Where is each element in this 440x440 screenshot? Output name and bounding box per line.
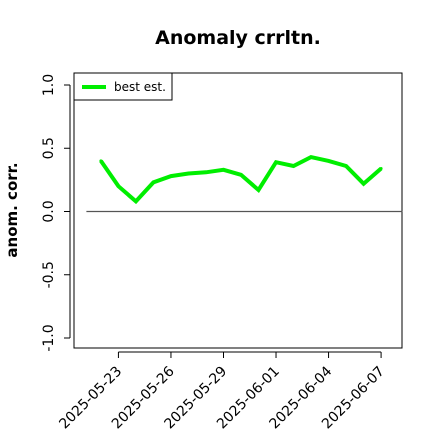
legend: best est.	[73, 72, 173, 101]
y-tick-label: 1.0	[41, 74, 57, 96]
data-point	[239, 173, 243, 177]
data-point	[379, 167, 383, 170]
data-point	[134, 199, 138, 203]
data-point	[362, 182, 366, 186]
y-tick-label: 0.5	[41, 137, 57, 159]
series-group	[99, 154, 383, 205]
y-axis: -1.0 -0.5 0.0 0.5 1.0	[41, 74, 71, 352]
data-point	[204, 170, 208, 174]
data-point	[327, 159, 331, 163]
data-point	[222, 168, 225, 172]
data-point	[99, 159, 103, 163]
data-point	[116, 184, 120, 188]
y-tick-label: -1.0	[41, 324, 57, 351]
data-point	[151, 180, 155, 184]
y-axis-label: anom. corr.	[3, 162, 21, 257]
data-point	[292, 164, 295, 168]
legend-label: best est.	[114, 80, 166, 94]
series-line-best-est	[99, 154, 383, 205]
data-point	[169, 174, 173, 178]
chart-title: Anomaly crrltn.	[155, 27, 321, 49]
data-point	[344, 164, 348, 168]
y-tick-label: -0.5	[41, 261, 57, 288]
x-axis: 2025-05-232025-05-262025-05-292025-06-01…	[56, 351, 388, 432]
y-tick-label: 0.0	[41, 200, 57, 222]
data-point	[187, 172, 190, 175]
data-point	[274, 160, 278, 164]
data-point	[309, 155, 313, 159]
data-point	[257, 188, 260, 192]
plot-area-frame	[73, 72, 403, 349]
